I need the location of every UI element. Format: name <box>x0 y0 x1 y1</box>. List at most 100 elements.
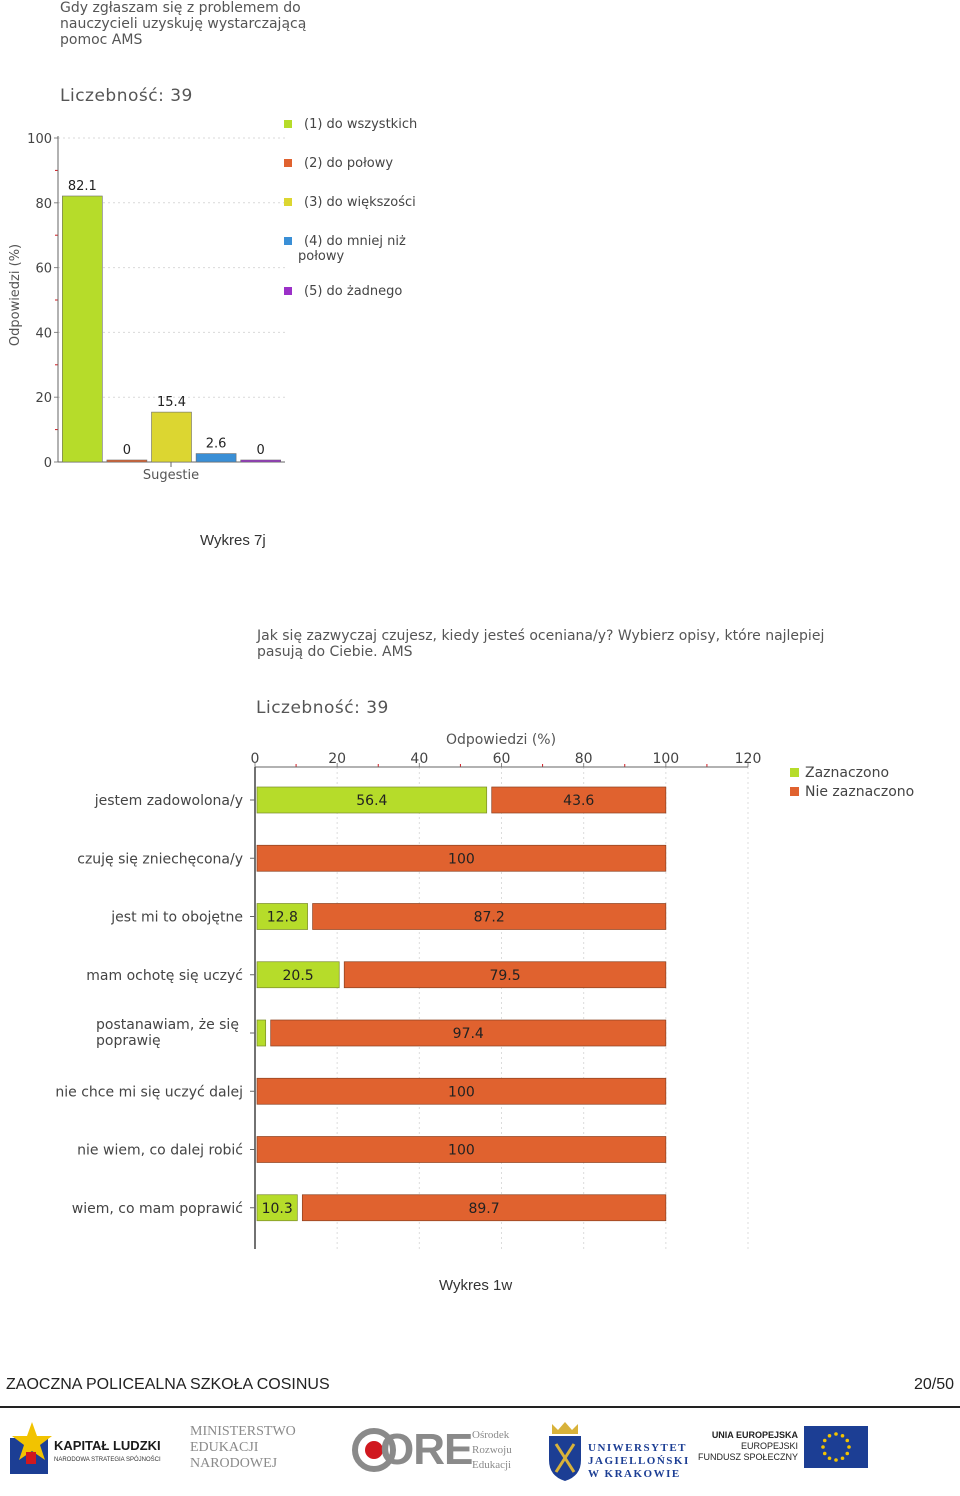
eu-line-3: FUNDUSZ SPOŁECZNY <box>697 1452 798 1462</box>
chart2-category-label: jestem zadowolona/y <box>94 793 243 809</box>
chart2-bar-selected <box>256 786 488 814</box>
chart1-bar <box>106 459 148 463</box>
ore-subtitle: Ośrodek Rozwoju Edukacji <box>472 1428 512 1473</box>
uj-name: UNIWERSYTET JAGIELLOŃSKI W KRAKOWIE <box>588 1442 690 1481</box>
chart1-legend-label: połowy <box>298 249 344 264</box>
chart2-bar-selected <box>256 903 308 930</box>
ore-line-1: Ośrodek <box>472 1429 510 1441</box>
chart2-bar-not-selected <box>312 903 667 930</box>
chart1-legend-label: (1) do wszystkich <box>304 117 417 132</box>
eu-line-1: UNIA EUROPEJSKA <box>711 1430 798 1440</box>
chart2-category-label: postanawiam, że się <box>96 1017 239 1033</box>
ore-circle-icon <box>352 1428 396 1472</box>
chart1-caption: Wykres 7j <box>200 532 266 549</box>
star-icon <box>10 1422 52 1474</box>
chart1-ytick-label: 20 <box>35 391 52 406</box>
eu-star <box>840 1433 845 1438</box>
chart2-data-label: 100 <box>448 1143 475 1159</box>
chart2-data-label: 56.4 <box>356 793 387 809</box>
chart2-title: Jak się zazwyczaj czujesz, kiedy jesteś … <box>257 628 825 660</box>
chart2-xtick-label: 80 <box>575 751 593 767</box>
chart1-data-label: 0 <box>257 443 265 458</box>
chart1-ytick-label: 40 <box>35 326 52 341</box>
eu-star <box>827 1433 832 1438</box>
eu-star <box>845 1451 850 1456</box>
ore-line-2: Rozwoju <box>472 1444 512 1456</box>
men-logo: MINISTERSTWO EDUKACJI NARODOWEJ <box>190 1424 315 1480</box>
chart2-xtick-label: 60 <box>493 751 511 767</box>
chart2-bar-not-selected <box>301 1194 667 1222</box>
chart2-bar-not-selected <box>343 961 667 989</box>
chart1-title: Gdy zgłaszam się z problemem do nauczyci… <box>60 0 307 48</box>
chart1-legend-swatch <box>284 120 292 128</box>
chart2-xtick-label: 0 <box>251 751 260 767</box>
chart2-legend-swatch <box>790 787 799 796</box>
chart1-legend-swatch <box>284 159 292 167</box>
chart2-count: Liczebność: 39 <box>256 698 389 718</box>
chart2-xlabel: Odpowiedzi (%) <box>446 732 556 748</box>
chart1-data-label: 15.4 <box>157 395 186 410</box>
chart1-legend-swatch <box>284 287 292 295</box>
chart2-xtick-label: 20 <box>328 751 346 767</box>
eu-star <box>834 1432 838 1436</box>
uj-line-1: UNIWERSYTET <box>588 1442 688 1454</box>
chart1-bar <box>195 453 237 463</box>
eu-star <box>845 1438 850 1443</box>
chart1-legend-label: (5) do żadnego <box>304 284 402 299</box>
chart2-data-label: 12.8 <box>267 910 298 926</box>
chart1-bar <box>151 411 192 463</box>
eu-star <box>821 1445 825 1449</box>
chart2-legend-label: Nie zaznaczono <box>805 784 914 800</box>
ore-name: ORE <box>380 1425 473 1474</box>
chart2-bar-not-selected <box>270 1019 667 1047</box>
chart2-data-label: 10.3 <box>262 1201 293 1217</box>
eu-line-2: EUROPEJSKI <box>740 1441 798 1451</box>
ore-line-3: Edukacji <box>472 1459 512 1471</box>
chart1-data-label: 82.1 <box>68 179 97 194</box>
chart2-category-label: nie chce mi się uczyć dalej <box>55 1084 243 1100</box>
chart2-data-label: 87.2 <box>474 910 505 926</box>
ore-logo: ORE Ośrodek Rozwoju Edukacji <box>350 1424 530 1480</box>
chart1-legend-swatch <box>284 237 292 245</box>
chart1-ytick-label: 80 <box>35 197 52 212</box>
chart2-bar-not-selected <box>256 844 667 872</box>
footer-rule <box>0 1406 960 1408</box>
uj-crest-icon <box>549 1422 581 1481</box>
chart2-legend-label: Zaznaczono <box>805 765 889 781</box>
chart2-bar-not-selected <box>256 1136 667 1163</box>
kapital-ludzki-subtitle: NARODOWA STRATEGIA SPÓJNOŚCI <box>54 1457 161 1463</box>
footer-page-number: 20/50 <box>913 1376 954 1393</box>
chart1-ytick-label: 0 <box>44 456 52 471</box>
chart2-data-label: 43.6 <box>563 793 594 809</box>
chart1-bar <box>240 459 281 463</box>
chart1-ytick-label: 60 <box>35 262 52 277</box>
chart2-bar-not-selected <box>256 1077 667 1105</box>
kapital-ludzki-name: KAPITAŁ LUDZKI <box>54 1438 161 1453</box>
chart1-data-label: 0 <box>123 443 131 458</box>
uj-line-2: JAGIELLOŃSKI <box>588 1455 690 1467</box>
eu-flag-icon <box>804 1426 868 1468</box>
chart1-bar <box>61 195 103 463</box>
chart2-category-label: jest mi to obojętne <box>110 910 243 926</box>
eu-star <box>840 1456 845 1461</box>
chart1-xlabel: Sugestie <box>143 468 199 483</box>
uj-logo: UNIWERSYTET JAGIELLOŃSKI W KRAKOWIE <box>546 1422 688 1482</box>
chart1-legend-swatch <box>284 198 292 206</box>
eu-star <box>827 1456 832 1461</box>
chart2-caption: Wykres 1w <box>439 1277 513 1294</box>
chart1-ytick-label: 100 <box>27 132 52 147</box>
chart2-category-label: nie wiem, co dalej robić <box>77 1143 243 1159</box>
chart2-legend-swatch <box>790 768 799 777</box>
eu-text: UNIA EUROPEJSKA EUROPEJSKI FUNDUSZ SPOŁE… <box>698 1430 798 1463</box>
chart2-plot: Odpowiedzi (%) 0 20 40 60 80 100 120 56.4 43.6 1… <box>55 732 914 1249</box>
chart2-category-label: mam ochotę się uczyć <box>86 968 243 984</box>
eu-star <box>834 1458 838 1462</box>
chart1-legend-label: (3) do większości <box>304 195 416 210</box>
eu-logo: UNIA EUROPEJSKA EUROPEJSKI FUNDUSZ SPOŁE… <box>698 1424 870 1470</box>
chart2-category-label: poprawię <box>96 1033 161 1049</box>
chart1-ylabel: Odpowiedzi (%) <box>8 244 23 346</box>
uj-line-3: W KRAKOWIE <box>588 1468 681 1480</box>
chart2-xtick-label: 40 <box>410 751 428 767</box>
chart2-data-label: 97.4 <box>453 1026 484 1042</box>
men-line-2: EDUKACJI <box>190 1440 259 1455</box>
